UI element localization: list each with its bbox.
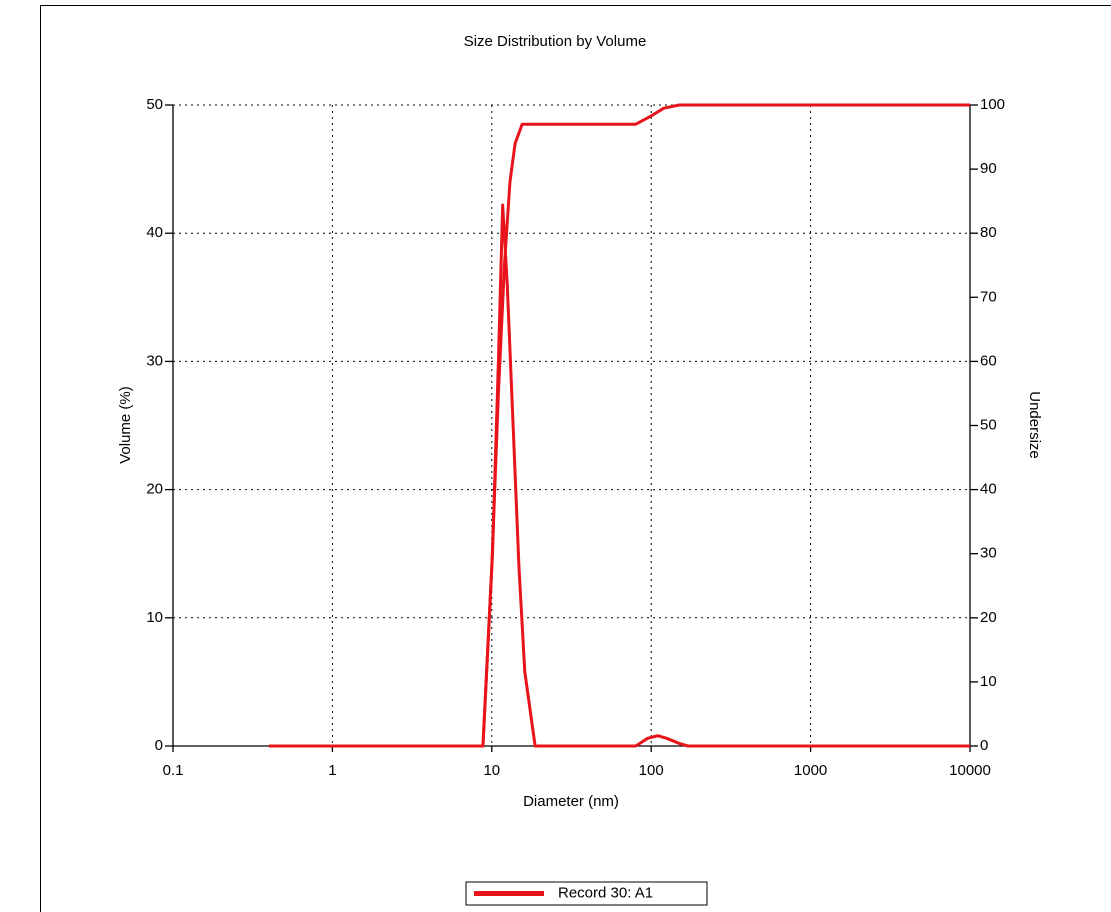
y2-tick-label: 70 — [980, 288, 997, 305]
chart-title: Size Distribution by Volume — [464, 33, 647, 50]
y2-tick-label: 90 — [980, 160, 997, 177]
x-tick-label: 0.1 — [163, 762, 184, 779]
x-tick-label: 1000 — [794, 762, 827, 779]
y2-tick-label: 80 — [980, 224, 997, 241]
x-tick-label: 1 — [328, 762, 336, 779]
y2-tick-label: 30 — [980, 545, 997, 562]
y-tick-label: 30 — [146, 352, 163, 369]
x-axis-label: Diameter (nm) — [523, 793, 619, 810]
x-tick-label: 10000 — [949, 762, 991, 779]
y2-tick-label: 10 — [980, 673, 997, 690]
y2-tick-label: 60 — [980, 352, 997, 369]
y2-axis-label: Undersize — [1026, 391, 1043, 459]
y2-tick-label: 0 — [980, 737, 988, 754]
y2-tick-label: 40 — [980, 481, 997, 498]
y-tick-label: 40 — [146, 224, 163, 241]
data-line — [269, 205, 970, 746]
y-tick-label: 50 — [146, 96, 163, 113]
y2-tick-label: 100 — [980, 96, 1005, 113]
data-line — [269, 105, 970, 746]
y-tick-label: 20 — [146, 481, 163, 498]
y-tick-label: 10 — [146, 609, 163, 626]
y2-tick-label: 20 — [980, 609, 997, 626]
legend-label: Record 30: A1 — [558, 884, 653, 901]
chart: Size Distribution by Volume Diameter (nm… — [0, 0, 1111, 912]
x-tick-label: 10 — [483, 762, 500, 779]
y-tick-label: 0 — [155, 737, 163, 754]
y-axis-label: Volume (%) — [117, 386, 134, 464]
x-tick-label: 100 — [639, 762, 664, 779]
y2-tick-label: 50 — [980, 416, 997, 433]
